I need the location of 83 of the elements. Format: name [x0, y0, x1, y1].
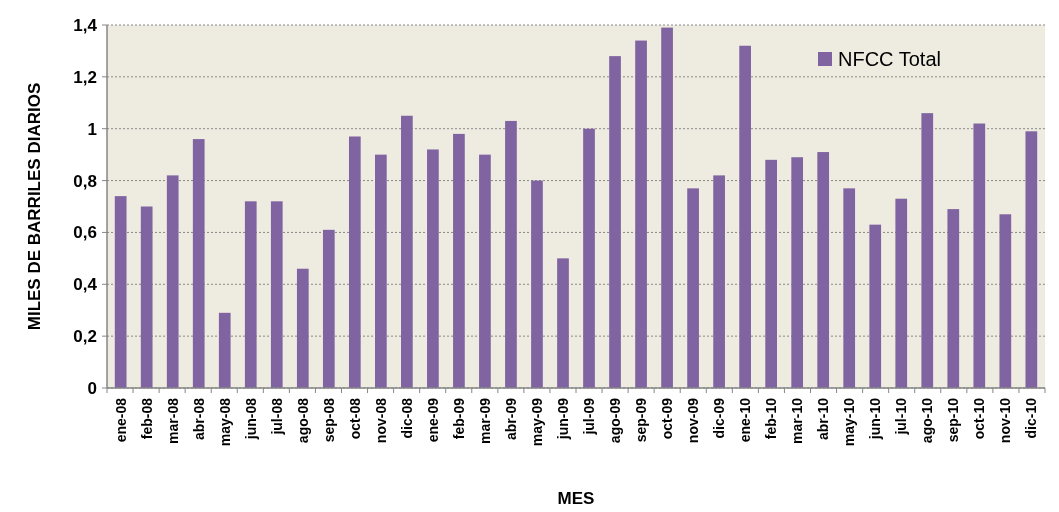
bar — [296, 268, 309, 388]
y-tick-label: 1 — [87, 119, 97, 139]
bar — [557, 258, 569, 388]
bar — [739, 45, 751, 388]
x-tick-label: dic-09 — [711, 397, 728, 439]
bar — [609, 56, 621, 388]
x-tick-label: jul-10 — [893, 397, 910, 436]
bar — [635, 40, 647, 388]
bar — [1025, 131, 1038, 388]
x-tick-label: ene-10 — [737, 397, 754, 443]
bar — [869, 224, 882, 388]
bar — [999, 214, 1012, 388]
bar — [114, 196, 127, 388]
x-tick-label: ago-09 — [606, 397, 623, 444]
x-tick-label: sep-10 — [945, 397, 962, 443]
x-tick-label: jun-10 — [867, 397, 884, 441]
legend-label: NFCC Total — [838, 48, 941, 70]
x-tick-label: may-08 — [216, 397, 233, 447]
bar — [166, 175, 179, 388]
x-tick-label: sep-09 — [632, 397, 649, 443]
bar — [322, 229, 335, 388]
x-tick-label: dic-10 — [1023, 397, 1040, 439]
bar — [817, 152, 830, 388]
bar — [427, 149, 439, 388]
x-tick-label: jul-08 — [268, 397, 285, 436]
bar — [661, 27, 673, 388]
bar — [973, 123, 986, 388]
bar — [348, 136, 361, 388]
y-tick-label: 1,2 — [73, 67, 97, 87]
x-tick-label: oct-08 — [346, 397, 363, 440]
x-tick-label: jun-09 — [554, 397, 571, 441]
y-tick-label: 0,4 — [73, 275, 98, 295]
x-tick-label: mar-09 — [476, 397, 493, 444]
y-tick-label: 0,8 — [73, 171, 97, 191]
bar — [531, 180, 543, 388]
x-tick-label: may-10 — [841, 397, 858, 447]
x-tick-label: ene-08 — [112, 397, 129, 443]
bar — [713, 175, 725, 388]
x-tick-label: jun-08 — [242, 397, 259, 441]
bar — [244, 201, 257, 388]
bar — [375, 154, 387, 388]
x-tick-label: ago-10 — [919, 397, 936, 444]
y-tick-label: 1,4 — [73, 15, 98, 35]
x-tick-label: feb-10 — [763, 397, 780, 440]
x-tick-label: abr-08 — [190, 397, 207, 441]
x-tick-label: mar-08 — [164, 397, 181, 444]
bar — [401, 115, 413, 388]
bar — [895, 198, 908, 388]
bar — [843, 188, 856, 388]
x-tick-label: abr-10 — [815, 397, 832, 441]
bar — [687, 188, 699, 388]
bar — [453, 133, 465, 388]
x-tick-label: ene-09 — [424, 397, 441, 443]
x-tick-label: feb-09 — [450, 397, 467, 440]
x-tick-label: nov-08 — [372, 397, 389, 444]
bar — [921, 113, 934, 388]
x-tick-label: sep-08 — [320, 397, 337, 443]
x-tick-label: oct-10 — [971, 397, 988, 440]
x-axis-title: MES — [557, 489, 595, 508]
bar — [947, 209, 960, 388]
bar — [479, 154, 491, 388]
x-tick-label: oct-09 — [658, 397, 675, 440]
x-tick-label: may-09 — [528, 397, 545, 447]
y-tick-label: 0,2 — [73, 327, 97, 347]
x-tick-label: jul-09 — [580, 397, 597, 436]
bar — [583, 128, 595, 388]
bar — [140, 206, 153, 388]
bar — [270, 201, 283, 388]
x-tick-label: nov-09 — [684, 397, 701, 444]
y-axis-title: MILES DE BARRILES DIARIOS — [25, 82, 44, 331]
y-tick-label: 0 — [87, 378, 97, 398]
x-tick-label: dic-08 — [398, 397, 415, 439]
y-tick-label: 0,6 — [73, 223, 97, 243]
bar — [765, 159, 777, 388]
x-tick-label: ago-08 — [294, 397, 311, 444]
x-tick-label: mar-10 — [789, 397, 806, 444]
bar — [791, 157, 804, 388]
x-tick-label: feb-08 — [138, 397, 155, 440]
bar — [218, 312, 231, 388]
x-tick-label: nov-10 — [997, 397, 1014, 444]
bar — [505, 120, 517, 388]
x-tick-label: abr-09 — [502, 397, 519, 441]
bar — [192, 139, 205, 388]
